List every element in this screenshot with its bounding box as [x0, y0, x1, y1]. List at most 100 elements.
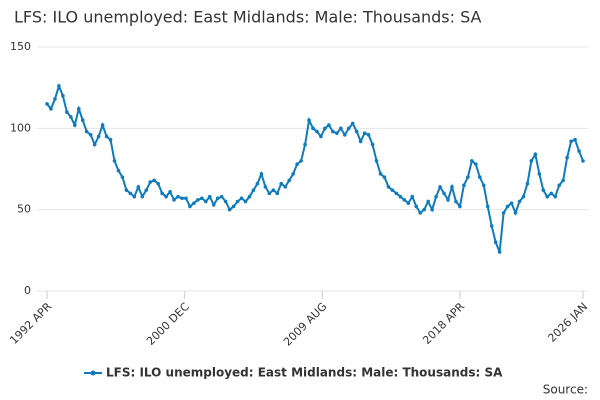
data-point: [231, 204, 236, 209]
data-point: [521, 194, 526, 199]
data-point: [57, 84, 61, 88]
data-point: [533, 152, 538, 157]
data-point: [569, 139, 573, 144]
data-point: [45, 102, 49, 106]
data-point: [378, 172, 383, 176]
data-point: [188, 204, 192, 209]
data-point: [275, 191, 280, 196]
data-point: [438, 185, 442, 189]
data-point: [458, 204, 462, 209]
data-point: [374, 159, 379, 163]
data-point: [418, 211, 423, 215]
data-point: [92, 142, 97, 147]
data-point: [247, 194, 252, 199]
data-point: [358, 139, 363, 144]
y-tick-label: 100: [10, 121, 31, 134]
data-point: [497, 250, 502, 254]
data-point: [180, 196, 184, 201]
data-point: [239, 196, 244, 201]
data-point: [315, 129, 319, 134]
data-point: [124, 188, 129, 192]
data-point: [227, 207, 232, 212]
data-point: [184, 196, 188, 201]
data-point: [219, 194, 224, 199]
data-point: [450, 185, 454, 189]
data-point: [172, 198, 176, 202]
data-point: [255, 181, 260, 186]
data-point: [88, 133, 93, 137]
data-point: [152, 178, 156, 183]
data-point: [96, 134, 101, 139]
data-point: [402, 198, 407, 202]
data-point: [414, 204, 419, 209]
data-point: [362, 131, 367, 136]
y-tick-label: 0: [24, 284, 31, 297]
data-point: [509, 201, 514, 205]
x-tick-label: 2000 DEC: [144, 300, 192, 348]
data-point: [545, 194, 550, 199]
data-point: [335, 131, 339, 136]
data-point: [76, 107, 81, 111]
data-point: [164, 194, 168, 199]
chart-title: LFS: ILO unemployed: East Midlands: Male…: [14, 8, 482, 27]
x-tick-label: 2026 JAN: [545, 300, 590, 345]
data-point: [370, 142, 375, 147]
data-point: [537, 172, 542, 176]
data-point: [116, 168, 121, 173]
data-point: [319, 134, 323, 139]
data-point: [422, 207, 426, 212]
data-point: [517, 199, 522, 204]
data-point: [541, 188, 546, 192]
data-point: [215, 196, 220, 201]
data-point: [529, 159, 534, 163]
data-point: [339, 126, 343, 131]
data-point: [287, 178, 291, 183]
data-point: [477, 175, 482, 179]
data-point: [72, 123, 77, 127]
x-tick-label: 2018 APR: [420, 300, 467, 347]
data-point: [295, 162, 299, 166]
data-point: [243, 199, 248, 204]
data-point: [223, 199, 228, 204]
data-point: [100, 123, 105, 127]
data-point: [454, 199, 458, 204]
data-point: [211, 202, 216, 207]
data-point: [581, 159, 585, 163]
data-point: [311, 126, 315, 131]
data-point: [291, 172, 295, 176]
data-point: [61, 94, 65, 98]
data-point: [430, 207, 434, 212]
data-point: [549, 191, 554, 196]
data-point: [279, 181, 284, 186]
data-point: [69, 115, 73, 119]
data-point: [553, 194, 558, 199]
data-point: [200, 196, 204, 201]
data-point: [346, 126, 351, 131]
data-point: [485, 204, 490, 209]
data-point: [442, 191, 446, 196]
data-point: [394, 191, 399, 196]
data-point: [49, 107, 53, 111]
data-point: [108, 137, 113, 142]
source-label: Source:: [543, 383, 588, 397]
data-point: [331, 129, 335, 134]
data-point: [446, 198, 450, 202]
data-point: [354, 129, 359, 134]
data-point: [398, 194, 403, 199]
y-tick-label: 50: [17, 203, 31, 216]
data-point: [577, 149, 581, 153]
data-point: [470, 159, 474, 163]
data-point: [140, 194, 145, 199]
data-point: [307, 118, 311, 122]
data-point: [271, 188, 276, 192]
data-point: [104, 134, 109, 139]
x-tick-label: 2009 AUG: [281, 300, 330, 349]
data-point: [342, 133, 347, 137]
data-point: [267, 191, 272, 196]
data-point: [434, 194, 438, 199]
data-point: [148, 180, 153, 184]
data-point: [112, 159, 117, 163]
y-tick-label: 150: [10, 40, 31, 53]
data-point: [426, 199, 430, 204]
